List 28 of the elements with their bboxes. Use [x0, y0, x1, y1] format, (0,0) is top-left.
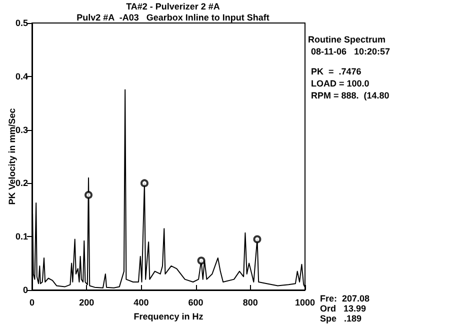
y-tick-label: 0	[22, 285, 28, 295]
point	[253, 235, 262, 244]
text: Ord 13.99	[320, 304, 366, 314]
text: 08-11-06 10:20:57	[311, 46, 390, 56]
text: RPM = 888. (14.80	[311, 90, 390, 100]
x-axis-title: Frequency in Hz	[134, 311, 204, 322]
x-tick-label: 200	[79, 298, 94, 308]
text: LOAD = 100.0	[311, 78, 370, 88]
y-axis-title: PK Velocity in mm/Sec	[7, 108, 17, 205]
y-tick-label: 0.4	[15, 71, 28, 82]
text: Routine Spectrum	[308, 34, 386, 44]
point	[197, 256, 206, 265]
text: Fre: 207.08	[320, 294, 370, 304]
x-tick-label: 600	[188, 298, 204, 308]
x-tick-label: 0	[29, 298, 35, 308]
x-tick-label: 800	[242, 298, 258, 308]
y-tick-label: 0.1	[15, 232, 28, 242]
point	[140, 179, 148, 188]
y-tick-label: 0.5	[15, 18, 28, 28]
y-tick-label: 0.2	[15, 178, 28, 188]
text: PK = .7476	[311, 66, 362, 76]
chart-title: TA#2 - Pulverizer 2 #A	[126, 2, 220, 12]
x-tick-label: 1000	[294, 298, 316, 308]
x-tick-label: 400	[134, 298, 149, 308]
y-tick-label: 0.3	[15, 124, 28, 135]
chart-subtitle: Pulv2 #A -A03 Gearbox Inline to Input Shaft	[76, 12, 270, 22]
point	[84, 190, 93, 199]
text: Spe .189	[320, 314, 362, 324]
